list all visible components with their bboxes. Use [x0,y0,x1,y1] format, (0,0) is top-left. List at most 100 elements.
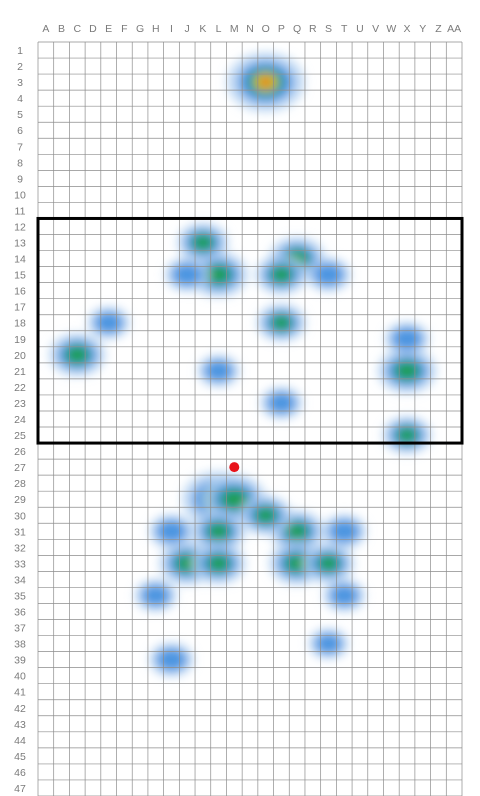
row-label: 35 [14,590,26,602]
row-label: 47 [14,783,26,795]
hotspot-core [394,361,420,381]
row-label: 30 [14,510,26,522]
hotspot-core [205,264,232,285]
row-label: 2 [17,61,23,73]
hotspot-mid [93,311,124,334]
hotspot [197,354,240,387]
hotspot-core [284,553,310,573]
row-label: 31 [14,526,26,538]
hotspot [384,321,430,356]
row-label: 5 [17,109,23,121]
row-label: 46 [14,767,26,779]
row-label: 10 [14,189,26,201]
hotspot-mid [314,633,343,655]
row-label: 44 [14,735,26,747]
column-label: C [73,23,81,35]
row-label: 40 [14,671,26,683]
hotspot-core [254,506,277,524]
row-label: 43 [14,719,26,731]
row-label: 41 [14,687,26,699]
row-label: 25 [14,430,26,442]
row-label: 19 [14,334,26,346]
column-label: T [341,23,348,35]
hotspot [302,543,355,584]
column-label: B [58,23,65,35]
hotspot-core [285,522,309,541]
hotspot-core [396,426,418,444]
hotspot-core [270,266,293,284]
marker-dot [229,462,240,473]
column-label: R [309,23,317,35]
row-label: 29 [14,494,26,506]
highlight-box [36,216,464,445]
row-label: 4 [17,93,23,105]
hotspot-mid [329,584,359,607]
column-label: K [199,23,206,35]
column-label: P [278,23,285,35]
hotspot [308,628,349,659]
hotspot [177,222,229,263]
row-label: 32 [14,542,26,554]
row-label: 16 [14,286,26,298]
hotspot [87,306,130,339]
hotspot [306,257,351,292]
row-label: 11 [15,205,26,217]
column-label: Q [293,23,301,35]
column-label: U [356,23,364,35]
row-label: 36 [14,607,26,619]
column-label: V [372,23,379,35]
column-label: O [262,23,270,35]
row-labels: 1234567891011121314151617181920212223242… [14,45,26,795]
row-label: 22 [14,382,26,394]
row-label: 23 [14,398,26,410]
row-label: 38 [14,639,26,651]
row-label: 42 [14,703,26,715]
column-label: Y [419,23,426,35]
heat-blobs [49,52,437,677]
row-label: 9 [17,173,23,185]
row-label: 34 [14,574,26,586]
row-label: 17 [14,302,26,314]
hotspot-core [206,522,231,541]
column-label: G [136,23,144,35]
row-label: 20 [14,350,26,362]
hotspot-core [65,345,90,365]
column-label: D [89,23,97,35]
column-label: A [42,23,49,35]
hotspot-core [206,554,231,573]
hotspot [256,303,307,342]
hotspot-core [191,233,215,252]
row-label: 12 [14,221,26,233]
column-label: E [105,23,112,35]
row-label: 33 [14,558,26,570]
hotspot [382,416,432,454]
row-label: 28 [14,478,26,490]
hotspot-core [270,314,293,331]
column-label: M [230,23,239,35]
column-label: Z [435,23,442,35]
hotspot [164,257,210,292]
hotspot [260,386,303,420]
column-label: I [170,23,173,35]
column-labels: A B C D E F G H I J K L M N O P Q R S T U V W X Y Z AA [42,23,461,35]
hotspot [149,514,194,549]
row-label: 8 [17,157,23,169]
hotspot [239,495,292,536]
row-label: 27 [14,462,26,474]
row-label: 3 [17,77,23,89]
row-label: 14 [14,254,26,266]
hotspot [49,333,106,377]
row-label: 26 [14,446,26,458]
column-label: N [246,23,254,35]
hotspot-mid [141,584,171,607]
column-label: S [325,23,332,35]
row-label: 1 [17,45,23,57]
row-label: 21 [14,366,26,378]
column-label: X [404,23,411,35]
row-label: 15 [14,270,26,282]
hotspot [226,52,305,113]
column-label: F [121,23,127,35]
hotspot-core [220,488,249,510]
row-label: 24 [14,414,26,426]
hotspot [323,579,366,612]
